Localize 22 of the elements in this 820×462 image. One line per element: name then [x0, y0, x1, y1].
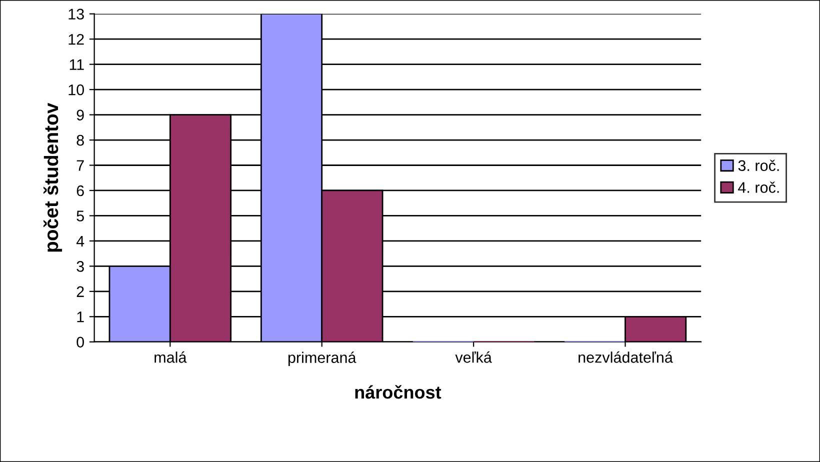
y-tick-label: 4 [76, 236, 84, 246]
y-tick-label: 11 [70, 59, 84, 70]
y-tick-label: 12 [68, 34, 84, 45]
y-tick-label: 13 [68, 8, 84, 20]
y-tick-label: 9 [76, 110, 84, 120]
x-tick-label: nezvládateľná [578, 351, 673, 363]
y-tick-label: 3 [76, 261, 84, 272]
y-tick-label: 2 [76, 286, 84, 297]
y-tick-label: 0 [76, 336, 84, 348]
y-tick-label: 5 [76, 210, 84, 222]
y-tick-label: 8 [76, 134, 84, 146]
y-tick-label: 10 [68, 84, 84, 96]
x-tick-label: veľká [455, 351, 492, 363]
y-axis-title: počet študentov [43, 102, 62, 252]
x-axis-title: náročnost [355, 385, 442, 399]
x-tick-label: primeraná [288, 352, 356, 366]
legend-label: 3. roč. [738, 160, 779, 172]
y-tick-label: 7 [76, 160, 84, 171]
legend-label: 4. roč. [738, 182, 779, 193]
y-tick-label: 1 [77, 312, 84, 322]
y-tick-label: 6 [76, 185, 84, 196]
x-tick-label: malá [154, 351, 187, 363]
